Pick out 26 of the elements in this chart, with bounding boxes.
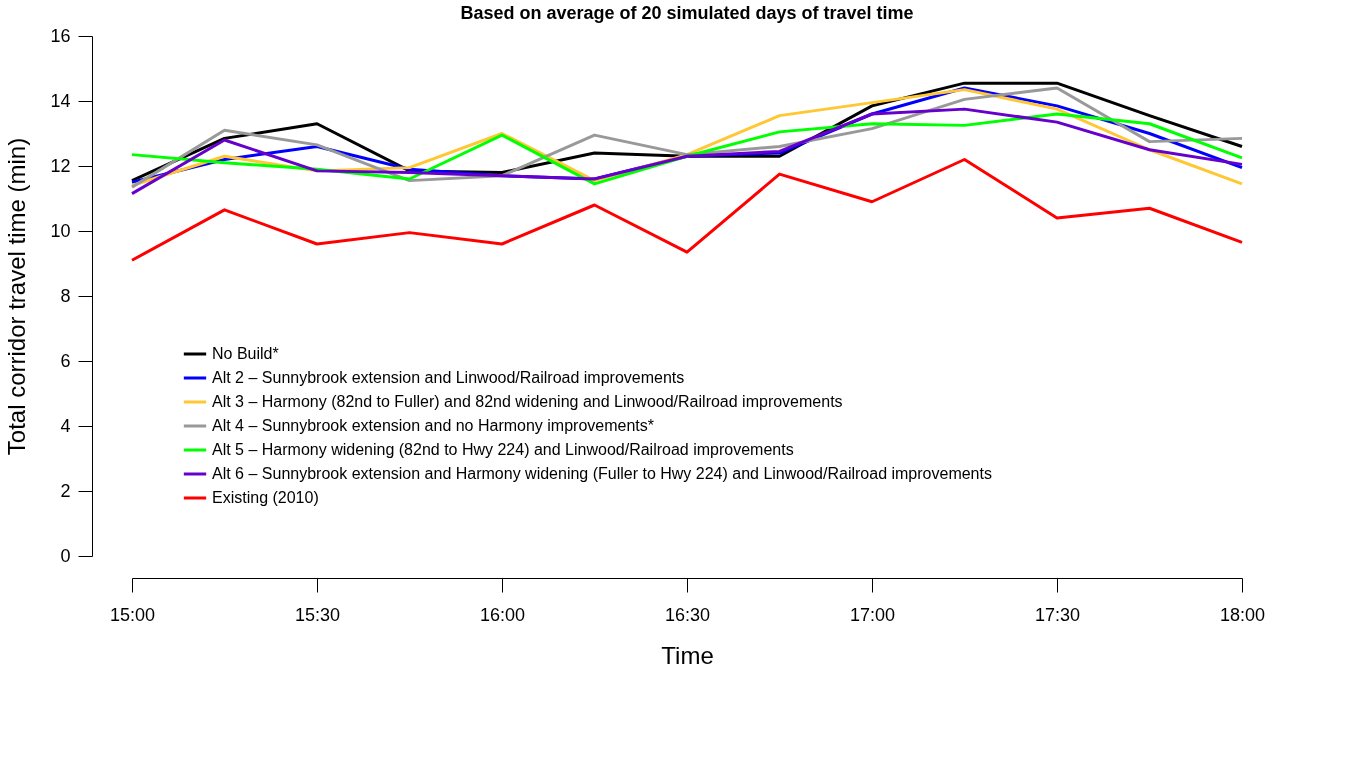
- y-tick-label: 4: [60, 415, 71, 436]
- y-tick-label: 12: [50, 155, 71, 176]
- legend-label: Existing (2010): [212, 489, 319, 506]
- x-axis-title: Time: [661, 641, 714, 669]
- legend-label: No Build*: [212, 345, 279, 362]
- legend-label: Alt 3 – Harmony (82nd to Fuller) and 82nd widening and Linwood/Railroad improvements: [212, 393, 843, 410]
- y-axis-title: Total corridor travel time (min): [3, 137, 31, 456]
- legend-label: Alt 5 – Harmony widening (82nd to Hwy 224) and Linwood/Railroad improvements: [212, 441, 794, 458]
- x-tick-label: 16:30: [664, 604, 711, 625]
- y-tick-label: 0: [60, 545, 71, 566]
- x-tick-label: 17:30: [1034, 604, 1081, 625]
- legend-label: Alt 4 – Sunnybrook extension and no Harmony improvements*: [212, 417, 655, 434]
- legend-label: Alt 6 – Sunnybrook extension and Harmony widening (Fuller to Hwy 224) and Linwood/Railroad improvements: [212, 465, 992, 482]
- y-tick-label: 10: [50, 220, 71, 241]
- y-tick-label: 14: [50, 90, 71, 111]
- x-tick-label: 15:00: [109, 604, 156, 625]
- y-tick-label: 2: [60, 480, 71, 501]
- y-tick-label: 8: [60, 285, 71, 306]
- legend-label: Alt 2 – Sunnybrook extension and Linwood/Railroad improvements: [212, 369, 685, 386]
- x-tick-label: 15:30: [294, 604, 341, 625]
- chart-title: Based on average of 20 simulated days of travel time: [460, 3, 914, 23]
- x-tick-label: 18:00: [1219, 604, 1266, 625]
- y-tick-label: 16: [50, 25, 71, 46]
- y-tick-label: 6: [60, 350, 71, 371]
- x-tick-label: 16:00: [479, 604, 526, 625]
- x-tick-label: 17:00: [849, 604, 896, 625]
